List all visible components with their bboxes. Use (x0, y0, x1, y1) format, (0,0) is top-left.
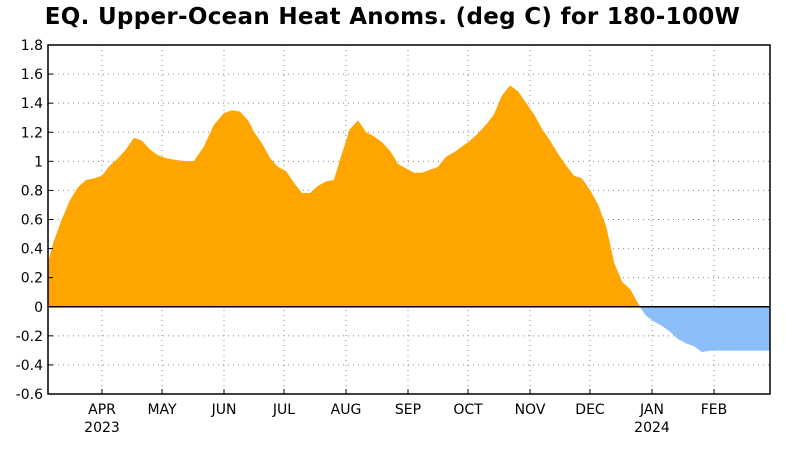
x-month-label: APR (88, 402, 116, 418)
x-year-label: 2023 (84, 420, 120, 436)
x-month-label: AUG (331, 402, 362, 418)
y-tick-label: 1.2 (21, 125, 43, 141)
x-month-label: OCT (453, 402, 483, 418)
y-tick-label: 1.4 (21, 96, 43, 112)
x-month-label: JUN (211, 402, 237, 418)
x-month-label: NOV (515, 402, 546, 418)
y-tick-label: 0.4 (21, 242, 43, 258)
y-tick-label: 1.6 (21, 67, 43, 83)
y-tick-label: 0.8 (21, 183, 43, 199)
y-tick-label: 1.8 (21, 38, 43, 54)
y-tick-label: -0.4 (16, 358, 43, 374)
negative-anomaly-area (48, 306, 771, 353)
x-month-label: JAN (639, 402, 664, 418)
chart-title: EQ. Upper-Ocean Heat Anoms. (deg C) for … (44, 4, 741, 30)
x-year-label: 2024 (634, 420, 670, 436)
y-tick-label: -0.2 (16, 329, 43, 345)
positive-anomaly-area (47, 85, 770, 307)
y-tick-label: 0.6 (21, 213, 43, 229)
y-tick-label: 0 (34, 300, 43, 316)
y-tick-label: -0.6 (16, 387, 43, 403)
x-month-label: MAY (147, 402, 177, 418)
x-tick-labels: APR 2023 MAY JUN JUL AUG SEP OCT NOV DEC JAN 2024 FE… (84, 389, 727, 436)
anomaly-areas (47, 85, 771, 353)
x-month-label: JUL (272, 402, 295, 418)
y-tick-labels: 1.8 1.6 1.4 1.2 1 0.8 0.6 0.4 0.2 0 -0.2 -0.4 -0.6 (16, 38, 53, 403)
x-month-label: DEC (575, 402, 605, 418)
x-month-label: FEB (701, 402, 728, 418)
x-month-label: SEP (395, 402, 421, 418)
y-tick-label: 1 (34, 154, 43, 170)
y-tick-label: 0.2 (21, 271, 43, 287)
